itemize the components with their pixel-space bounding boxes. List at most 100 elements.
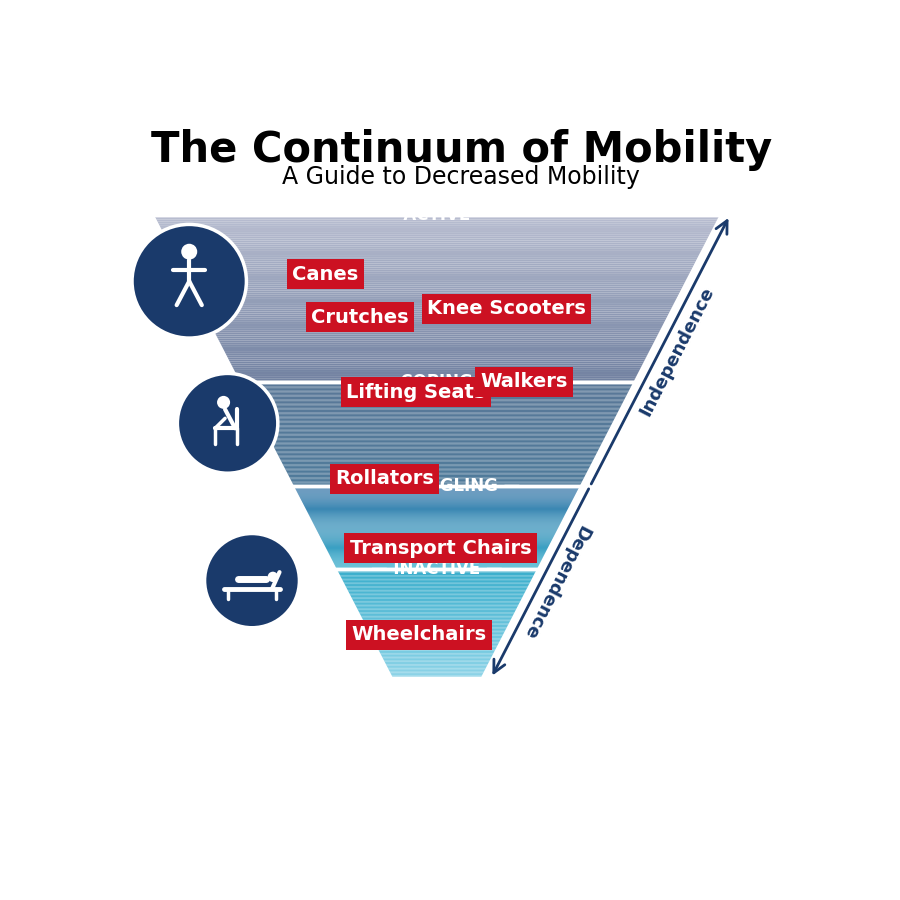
Polygon shape [243, 388, 631, 389]
Polygon shape [353, 600, 521, 601]
Polygon shape [256, 414, 617, 415]
Polygon shape [373, 638, 501, 640]
Polygon shape [216, 335, 658, 337]
Polygon shape [261, 421, 613, 423]
Polygon shape [299, 495, 575, 496]
Polygon shape [331, 558, 543, 559]
Polygon shape [165, 237, 708, 239]
Polygon shape [213, 330, 660, 332]
Polygon shape [293, 485, 580, 486]
Polygon shape [305, 507, 569, 508]
Polygon shape [238, 376, 636, 378]
Polygon shape [388, 669, 486, 670]
Polygon shape [352, 598, 522, 600]
Polygon shape [292, 482, 581, 484]
Polygon shape [250, 400, 624, 402]
Polygon shape [294, 486, 580, 488]
Polygon shape [360, 614, 514, 615]
Polygon shape [275, 450, 598, 451]
Polygon shape [386, 664, 488, 666]
Polygon shape [274, 446, 600, 447]
Polygon shape [392, 675, 482, 677]
Circle shape [217, 396, 230, 409]
Polygon shape [159, 226, 714, 228]
Polygon shape [271, 441, 603, 442]
Text: Lifting Seats: Lifting Seats [346, 382, 486, 401]
Polygon shape [329, 555, 544, 556]
Polygon shape [299, 496, 575, 497]
Text: Rollators: Rollators [335, 469, 434, 489]
Polygon shape [245, 391, 629, 392]
Polygon shape [232, 365, 642, 368]
Polygon shape [206, 316, 668, 318]
Polygon shape [389, 670, 485, 671]
Polygon shape [324, 544, 549, 546]
Polygon shape [311, 520, 562, 521]
Polygon shape [175, 255, 699, 257]
Polygon shape [345, 585, 528, 586]
Polygon shape [316, 528, 558, 529]
Text: Dependence: Dependence [519, 522, 592, 643]
Text: — STRUGGLING —: — STRUGGLING — [354, 477, 520, 495]
Polygon shape [322, 541, 552, 542]
Polygon shape [265, 429, 609, 430]
Polygon shape [320, 536, 554, 537]
Polygon shape [327, 550, 546, 551]
Polygon shape [317, 529, 557, 531]
Polygon shape [235, 372, 639, 374]
Polygon shape [330, 557, 543, 558]
Polygon shape [262, 424, 612, 426]
Polygon shape [364, 622, 509, 624]
Polygon shape [341, 578, 532, 580]
Polygon shape [162, 230, 712, 232]
Polygon shape [269, 438, 604, 439]
Polygon shape [277, 454, 597, 455]
Polygon shape [330, 556, 544, 557]
Polygon shape [371, 635, 502, 637]
Polygon shape [323, 543, 551, 544]
Polygon shape [325, 546, 549, 547]
Polygon shape [281, 461, 593, 462]
Polygon shape [181, 267, 692, 270]
Polygon shape [372, 637, 502, 638]
Polygon shape [346, 586, 528, 588]
Polygon shape [178, 261, 696, 264]
Polygon shape [189, 283, 685, 284]
Polygon shape [387, 667, 486, 669]
Polygon shape [375, 644, 499, 645]
Polygon shape [345, 583, 529, 585]
Polygon shape [227, 356, 647, 357]
Polygon shape [304, 506, 570, 507]
Polygon shape [311, 519, 562, 520]
Polygon shape [326, 548, 548, 549]
Polygon shape [349, 593, 525, 595]
Text: The Continuum of Mobility: The Continuum of Mobility [150, 129, 772, 171]
Polygon shape [335, 564, 539, 565]
Polygon shape [350, 595, 524, 596]
Polygon shape [170, 247, 703, 248]
Polygon shape [248, 397, 626, 398]
Polygon shape [208, 320, 665, 322]
Text: Knee Scooters: Knee Scooters [428, 300, 586, 319]
Polygon shape [173, 251, 701, 253]
Polygon shape [318, 532, 556, 533]
Polygon shape [367, 629, 506, 630]
Polygon shape [379, 651, 495, 652]
Polygon shape [355, 603, 519, 604]
Polygon shape [364, 620, 510, 622]
Text: Wheelchairs: Wheelchairs [352, 626, 487, 644]
Polygon shape [363, 619, 511, 620]
Polygon shape [339, 574, 535, 575]
Polygon shape [256, 411, 618, 412]
Polygon shape [253, 406, 621, 407]
Polygon shape [374, 641, 500, 643]
Polygon shape [377, 648, 496, 649]
Text: A Guide to Decreased Mobility: A Guide to Decreased Mobility [283, 165, 640, 189]
Polygon shape [190, 284, 684, 286]
Polygon shape [242, 385, 632, 386]
Polygon shape [166, 238, 707, 240]
Polygon shape [156, 218, 718, 220]
Polygon shape [211, 324, 663, 326]
Polygon shape [374, 640, 500, 641]
Polygon shape [306, 509, 568, 510]
